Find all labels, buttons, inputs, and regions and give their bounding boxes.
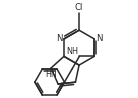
Text: Cl: Cl — [75, 3, 83, 12]
Text: N: N — [56, 34, 62, 43]
Text: HN: HN — [45, 70, 57, 79]
Text: NH: NH — [67, 47, 79, 56]
Text: N: N — [96, 34, 102, 43]
